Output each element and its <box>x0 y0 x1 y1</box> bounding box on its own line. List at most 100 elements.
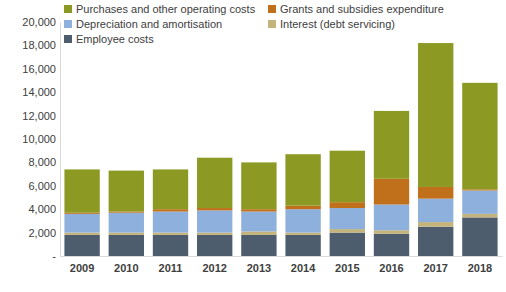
legend-label: Interest (debt servicing) <box>280 18 395 30</box>
y-tick-label: 18,000 <box>22 39 56 51</box>
legend-label: Depreciation and amortisation <box>76 18 222 30</box>
y-tick-label: 12,000 <box>22 110 56 122</box>
x-tick-label: 2017 <box>423 262 447 274</box>
x-tick: 2012 <box>202 256 226 274</box>
y-tick-label: 16,000 <box>22 63 56 75</box>
legend-item: Depreciation and amortisation <box>64 18 222 30</box>
bar-segment <box>330 151 365 202</box>
y-tick: 14,000 <box>22 86 60 98</box>
y-tick: 2,000 <box>28 227 60 239</box>
y-tick: 20,000 <box>22 16 60 28</box>
y-tick: 4,000 <box>28 203 60 215</box>
legend-swatch <box>268 5 276 13</box>
legend-swatch <box>64 35 72 43</box>
bar-segment <box>64 235 99 256</box>
legend-label: Purchases and other operating costs <box>76 3 256 15</box>
y-tick: 10,000 <box>22 133 60 145</box>
x-tick: 2015 <box>335 256 359 274</box>
bar-segment <box>374 230 409 234</box>
y-tick: 12,000 <box>22 110 60 122</box>
bar-segment <box>197 235 232 256</box>
bar-segment <box>285 209 320 232</box>
y-axis: - 2,000 4,000 6,000 8,000 10,000 12,000 14,000 1… <box>22 16 60 262</box>
bar-segment <box>153 235 188 256</box>
x-tick-label: 2010 <box>114 262 138 274</box>
bar-segment <box>241 231 276 235</box>
y-tick-label: 2,000 <box>28 227 56 239</box>
bar-segment <box>197 233 232 235</box>
legend-swatch <box>64 20 72 28</box>
x-tick-label: 2015 <box>335 262 359 274</box>
bar-segment <box>197 208 232 210</box>
x-tick: 2018 <box>468 256 492 274</box>
y-tick-label: - <box>52 250 56 262</box>
bar-segment <box>285 235 320 256</box>
bars <box>64 43 497 256</box>
bar-segment <box>153 233 188 235</box>
x-axis-line <box>61 256 503 257</box>
bar-segment <box>374 111 409 179</box>
legend-item: Grants and subsidies expenditure <box>268 3 444 15</box>
bar-segment <box>153 209 188 211</box>
bar-segment <box>285 206 320 210</box>
y-tick-label: 14,000 <box>22 86 56 98</box>
chart-container: - 2,000 4,000 6,000 8,000 10,000 12,000 14,000 1… <box>0 0 506 292</box>
bar-segment <box>418 43 453 187</box>
bar-segment <box>109 235 144 256</box>
bar-segment <box>418 199 453 222</box>
x-tick: 2010 <box>114 256 138 274</box>
legend-swatch <box>64 5 72 13</box>
series-bars <box>64 43 497 213</box>
bar-segment <box>197 210 232 232</box>
bar-segment <box>64 233 99 235</box>
bar-segment <box>241 209 276 211</box>
y-tick-label: 4,000 <box>28 203 56 215</box>
bar-segment <box>285 154 320 205</box>
x-tick-label: 2013 <box>247 262 271 274</box>
x-tick-label: 2011 <box>159 262 183 274</box>
x-tick: 2014 <box>291 256 316 274</box>
y-tick-label: 10,000 <box>22 133 56 145</box>
x-tick-label: 2018 <box>468 262 492 274</box>
bar-segment <box>241 235 276 256</box>
y-tick: 6,000 <box>28 180 60 192</box>
bar-segment <box>374 179 409 205</box>
y-tick: 18,000 <box>22 39 60 51</box>
y-tick: 16,000 <box>22 63 60 75</box>
bar-segment <box>241 162 276 209</box>
bar-segment <box>330 202 365 208</box>
bar-segment <box>418 187 453 199</box>
x-tick-label: 2014 <box>291 262 316 274</box>
bar-segment <box>330 229 365 233</box>
x-tick-label: 2012 <box>202 262 226 274</box>
x-tick-label: 2016 <box>379 262 403 274</box>
bar-segment <box>153 169 188 209</box>
plot: - 2,000 4,000 6,000 8,000 10,000 12,000 14,000 1… <box>22 16 502 274</box>
bar-segment <box>109 212 144 213</box>
bar-segment <box>197 158 232 208</box>
bar-segment <box>64 213 99 214</box>
bar-segment <box>330 233 365 256</box>
legend-item: Interest (debt servicing) <box>268 18 395 30</box>
legend-swatch <box>268 20 276 28</box>
chart-svg: - 2,000 4,000 6,000 8,000 10,000 12,000 14,000 1… <box>0 0 506 292</box>
y-tick: - <box>52 250 60 262</box>
bar-segment <box>374 234 409 256</box>
bar-segment <box>109 171 144 212</box>
x-tick: 2011 <box>159 256 183 274</box>
bar-segment <box>462 83 497 189</box>
bar-segment <box>462 190 497 213</box>
bar-segment <box>462 189 497 190</box>
x-tick: 2013 <box>247 256 271 274</box>
bar-segment <box>153 212 188 233</box>
y-tick-label: 20,000 <box>22 16 56 28</box>
legend: Purchases and other operating costs Grant… <box>64 3 444 45</box>
y-axis-line <box>60 23 61 257</box>
bar-segment <box>64 214 99 233</box>
x-tick: 2009 <box>70 256 94 274</box>
bar-segment <box>109 213 144 233</box>
x-tick-label: 2009 <box>70 262 94 274</box>
x-tick: 2017 <box>423 256 447 274</box>
bar-segment <box>330 208 365 229</box>
y-tick-label: 8,000 <box>28 156 56 168</box>
